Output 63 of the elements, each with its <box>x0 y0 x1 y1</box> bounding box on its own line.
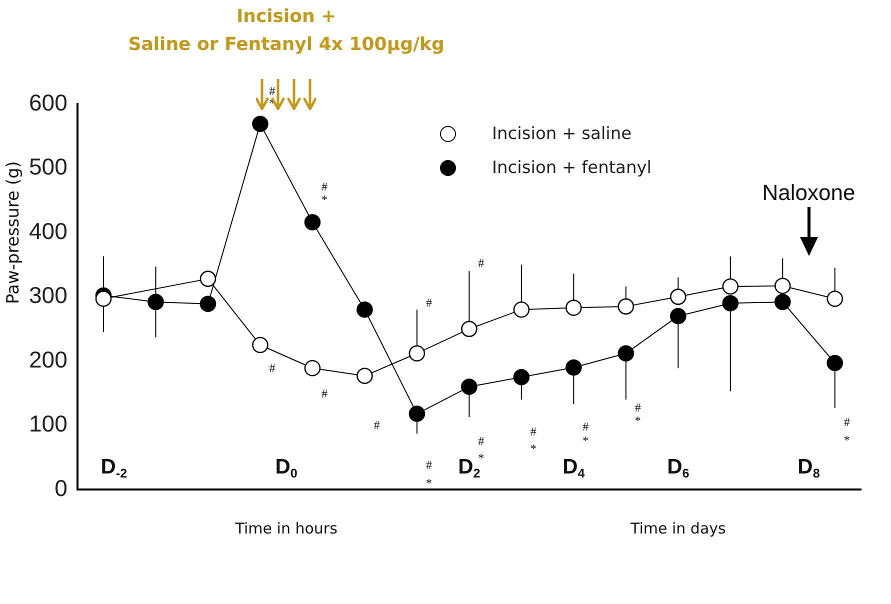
y-tick-label: 600 <box>29 89 68 116</box>
annotation: # <box>634 400 641 415</box>
text: Time in hours <box>234 519 338 538</box>
point <box>304 214 321 230</box>
point <box>200 296 216 312</box>
point <box>356 368 373 384</box>
point <box>566 300 582 316</box>
point <box>513 302 530 318</box>
annotation: Naloxone <box>762 180 856 206</box>
annotation: # <box>269 361 276 376</box>
y-tick-label: 100 <box>29 410 68 437</box>
y-tick-label: 300 <box>29 282 68 308</box>
annotation: * <box>634 414 641 428</box>
annotation: * <box>478 450 484 465</box>
chart-title: Incision + <box>236 6 336 27</box>
point <box>148 294 164 310</box>
point <box>722 278 739 295</box>
point <box>513 368 530 386</box>
point <box>722 295 739 312</box>
annotation: # <box>321 386 328 400</box>
y-tick-label: 400 <box>29 218 68 244</box>
y-tick-label: 200 <box>29 346 68 372</box>
point <box>670 288 686 305</box>
y-tick-label: 500 <box>29 154 68 180</box>
text: Time in days <box>629 519 726 538</box>
y-axis-title: Paw-pressure (g) <box>3 161 24 304</box>
legend-label: Incision + fentanyl <box>492 158 652 178</box>
annotation: * <box>582 434 589 448</box>
point <box>618 345 634 362</box>
point <box>774 278 791 294</box>
annotation: # <box>582 420 589 434</box>
annotation: # <box>426 296 432 310</box>
text: # <box>269 84 276 98</box>
point <box>618 298 634 315</box>
point <box>200 270 216 287</box>
point <box>95 290 112 307</box>
point <box>774 294 791 310</box>
point <box>826 290 844 307</box>
annotation: * <box>426 476 432 490</box>
point <box>252 336 268 354</box>
point <box>356 302 373 318</box>
point <box>461 378 478 395</box>
point <box>304 360 321 376</box>
annotation: * <box>321 192 328 206</box>
annotation: # <box>530 424 536 438</box>
point <box>670 308 686 324</box>
point <box>461 320 478 338</box>
point <box>252 116 268 132</box>
annotation: * <box>530 441 536 456</box>
y-tick-label: 0 <box>54 474 68 501</box>
annotation: # <box>478 434 484 448</box>
point <box>566 359 582 376</box>
legend-label: Incision + saline <box>492 124 632 144</box>
chart-subtitle: Saline or Fentanyl 4x 100µg/kg <box>128 34 444 55</box>
point <box>408 406 426 422</box>
annotation: # <box>844 415 850 430</box>
annotation: # <box>374 418 380 432</box>
point <box>408 345 426 362</box>
annotation: * <box>844 433 850 448</box>
annotation: # <box>426 458 432 472</box>
point <box>826 354 844 372</box>
annotation: # <box>321 179 328 194</box>
annotation: # <box>478 256 484 270</box>
